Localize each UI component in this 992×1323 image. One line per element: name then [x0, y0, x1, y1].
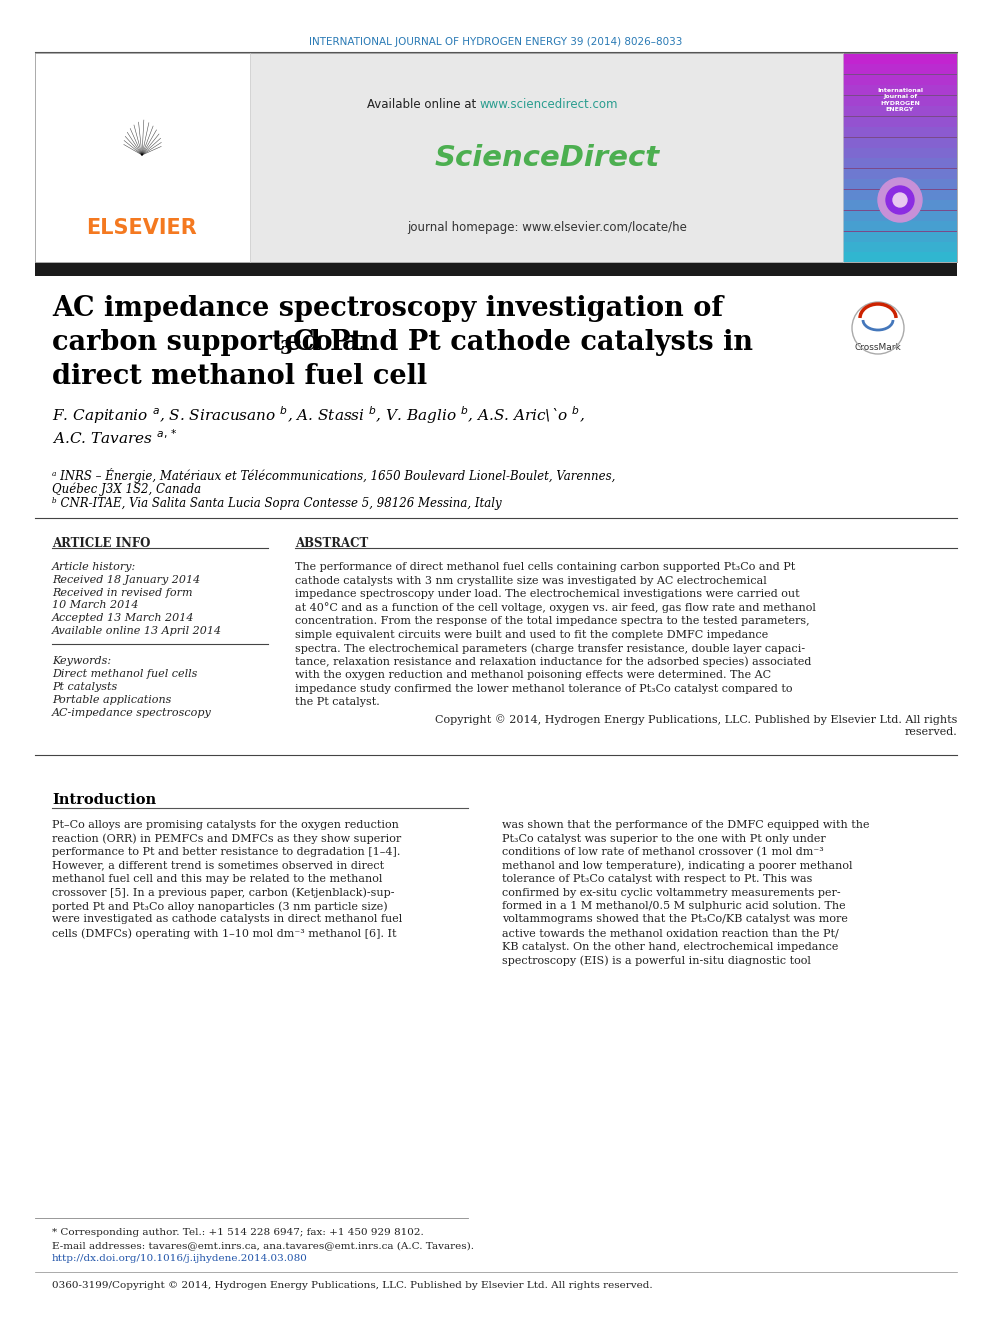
- Text: ELSEVIER: ELSEVIER: [86, 218, 197, 238]
- Text: confirmed by ex-situ cyclic voltammetry measurements per-: confirmed by ex-situ cyclic voltammetry …: [502, 888, 840, 897]
- Text: direct methanol fuel cell: direct methanol fuel cell: [52, 363, 428, 389]
- Text: Article history:: Article history:: [52, 562, 136, 572]
- Text: was shown that the performance of the DMFC equipped with the: was shown that the performance of the DM…: [502, 820, 870, 830]
- Text: cathode catalysts with 3 nm crystallite size was investigated by AC electrochemi: cathode catalysts with 3 nm crystallite …: [295, 576, 767, 586]
- Text: Co and Pt cathode catalysts in: Co and Pt cathode catalysts in: [293, 328, 753, 356]
- Bar: [843, 75, 957, 85]
- Text: cells (DMFCs) operating with 1–10 mol dm⁻³ methanol [6]. It: cells (DMFCs) operating with 1–10 mol dm…: [52, 927, 397, 938]
- Text: crossover [5]. In a previous paper, carbon (Ketjenblack)-sup-: crossover [5]. In a previous paper, carb…: [52, 888, 395, 898]
- Bar: [843, 200, 957, 210]
- Bar: [843, 251, 957, 262]
- Text: Available online 13 April 2014: Available online 13 April 2014: [52, 626, 222, 636]
- Text: ABSTRACT: ABSTRACT: [295, 537, 368, 550]
- Text: tance, relaxation resistance and relaxation inductance for the adsorbed species): tance, relaxation resistance and relaxat…: [295, 656, 811, 667]
- Text: impedance spectroscopy under load. The electrochemical investigations were carri: impedance spectroscopy under load. The e…: [295, 589, 800, 599]
- Bar: [843, 64, 957, 74]
- Text: Keywords:: Keywords:: [52, 656, 111, 665]
- Text: * Corresponding author. Tel.: +1 514 228 6947; fax: +1 450 929 8102.: * Corresponding author. Tel.: +1 514 228…: [52, 1228, 424, 1237]
- Text: Pt–Co alloys are promising catalysts for the oxygen reduction: Pt–Co alloys are promising catalysts for…: [52, 820, 399, 830]
- Text: Direct methanol fuel cells: Direct methanol fuel cells: [52, 669, 197, 679]
- Text: Québec J3X 1S2, Canada: Québec J3X 1S2, Canada: [52, 482, 201, 496]
- Text: KB catalyst. On the other hand, electrochemical impedance: KB catalyst. On the other hand, electroc…: [502, 942, 838, 951]
- Text: with the oxygen reduction and methanol poisoning effects were determined. The AC: with the oxygen reduction and methanol p…: [295, 669, 771, 680]
- Text: carbon supported Pt: carbon supported Pt: [52, 328, 363, 356]
- Bar: [843, 116, 957, 127]
- Bar: [843, 210, 957, 221]
- Bar: [35, 263, 957, 277]
- Text: spectroscopy (EIS) is a powerful in-situ diagnostic tool: spectroscopy (EIS) is a powerful in-situ…: [502, 955, 810, 966]
- Text: active towards the methanol oxidation reaction than the Pt/: active towards the methanol oxidation re…: [502, 927, 839, 938]
- Bar: [843, 169, 957, 179]
- Text: simple equivalent circuits were built and used to fit the complete DMFC impedanc: simple equivalent circuits were built an…: [295, 630, 768, 639]
- Text: methanol and low temperature), indicating a poorer methanol: methanol and low temperature), indicatin…: [502, 860, 852, 871]
- Text: AC impedance spectroscopy investigation of: AC impedance spectroscopy investigation …: [52, 295, 723, 321]
- Text: Pt₃Co catalyst was superior to the one with Pt only under: Pt₃Co catalyst was superior to the one w…: [502, 833, 825, 844]
- Text: F. Capitanio $^{a}$, S. Siracusano $^{b}$, A. Stassi $^{b}$, V. Baglio $^{b}$, A: F. Capitanio $^{a}$, S. Siracusano $^{b}…: [52, 404, 585, 426]
- Text: ARTICLE INFO: ARTICLE INFO: [52, 537, 151, 550]
- Text: performance to Pt and better resistance to degradation [1–4].: performance to Pt and better resistance …: [52, 847, 401, 857]
- Text: ᵃ INRS – Énergie, Matériaux et Télécommunications, 1650 Boulevard Lionel-Boulet,: ᵃ INRS – Énergie, Matériaux et Télécommu…: [52, 468, 615, 483]
- Text: Copyright © 2014, Hydrogen Energy Publications, LLC. Published by Elsevier Ltd. : Copyright © 2014, Hydrogen Energy Public…: [434, 714, 957, 725]
- Text: Accepted 13 March 2014: Accepted 13 March 2014: [52, 613, 194, 623]
- Bar: [843, 148, 957, 157]
- Text: 0360-3199/Copyright © 2014, Hydrogen Energy Publications, LLC. Published by Else: 0360-3199/Copyright © 2014, Hydrogen Ene…: [52, 1281, 653, 1290]
- Text: reserved.: reserved.: [905, 728, 957, 737]
- Bar: [843, 157, 957, 168]
- Text: ᵇ CNR-ITAE, Via Salita Santa Lucia Sopra Contesse 5, 98126 Messina, Italy: ᵇ CNR-ITAE, Via Salita Santa Lucia Sopra…: [52, 497, 502, 509]
- Text: Portable applications: Portable applications: [52, 695, 172, 705]
- Bar: [843, 232, 957, 242]
- Bar: [843, 85, 957, 95]
- Bar: [843, 138, 957, 148]
- Bar: [843, 106, 957, 116]
- Text: 3: 3: [280, 340, 293, 359]
- Text: Received 18 January 2014: Received 18 January 2014: [52, 576, 200, 585]
- Circle shape: [886, 187, 914, 214]
- Text: However, a different trend is sometimes observed in direct: However, a different trend is sometimes …: [52, 860, 384, 871]
- Bar: [843, 97, 957, 106]
- Text: ported Pt and Pt₃Co alloy nanoparticles (3 nm particle size): ported Pt and Pt₃Co alloy nanoparticles …: [52, 901, 388, 912]
- Text: http://dx.doi.org/10.1016/j.ijhydene.2014.03.080: http://dx.doi.org/10.1016/j.ijhydene.201…: [52, 1254, 308, 1263]
- Bar: [843, 221, 957, 232]
- Text: INTERNATIONAL JOURNAL OF HYDROGEN ENERGY 39 (2014) 8026–8033: INTERNATIONAL JOURNAL OF HYDROGEN ENERGY…: [310, 37, 682, 48]
- Bar: [843, 127, 957, 138]
- Bar: [843, 242, 957, 251]
- Bar: [843, 191, 957, 200]
- Text: formed in a 1 M methanol/0.5 M sulphuric acid solution. The: formed in a 1 M methanol/0.5 M sulphuric…: [502, 901, 845, 912]
- Text: were investigated as cathode catalysts in direct methanol fuel: were investigated as cathode catalysts i…: [52, 914, 402, 925]
- Text: Pt catalysts: Pt catalysts: [52, 681, 117, 692]
- Text: 10 March 2014: 10 March 2014: [52, 601, 139, 610]
- Bar: [843, 54, 957, 64]
- Text: tolerance of Pt₃Co catalyst with respect to Pt. This was: tolerance of Pt₃Co catalyst with respect…: [502, 875, 812, 884]
- Text: journal homepage: www.elsevier.com/locate/he: journal homepage: www.elsevier.com/locat…: [407, 221, 686, 234]
- Text: www.sciencedirect.com: www.sciencedirect.com: [480, 98, 618, 111]
- Bar: [35, 53, 957, 262]
- Text: voltammograms showed that the Pt₃Co/KB catalyst was more: voltammograms showed that the Pt₃Co/KB c…: [502, 914, 848, 925]
- Bar: [35, 53, 250, 262]
- Text: International
Journal of
HYDROGEN
ENERGY: International Journal of HYDROGEN ENERGY: [877, 89, 923, 112]
- Text: concentration. From the response of the total impedance spectra to the tested pa: concentration. From the response of the …: [295, 617, 809, 626]
- Bar: [843, 53, 957, 262]
- Circle shape: [893, 193, 907, 206]
- Text: at 40°C and as a function of the cell voltage, oxygen vs. air feed, gas flow rat: at 40°C and as a function of the cell vo…: [295, 602, 815, 614]
- Text: spectra. The electrochemical parameters (charge transfer resistance, double laye: spectra. The electrochemical parameters …: [295, 643, 806, 654]
- Text: the Pt catalyst.: the Pt catalyst.: [295, 697, 380, 706]
- Text: CrossMark: CrossMark: [855, 344, 902, 352]
- Text: A.C. Tavares $^{a,*}$: A.C. Tavares $^{a,*}$: [52, 429, 178, 447]
- Text: Available online at: Available online at: [367, 98, 480, 111]
- Circle shape: [878, 179, 922, 222]
- Text: Introduction: Introduction: [52, 792, 156, 807]
- Text: ScienceDirect: ScienceDirect: [434, 144, 660, 172]
- Text: E-mail addresses: tavares@emt.inrs.ca, ana.tavares@emt.inrs.ca (A.C. Tavares).: E-mail addresses: tavares@emt.inrs.ca, a…: [52, 1241, 474, 1250]
- Text: conditions of low rate of methanol crossover (1 mol dm⁻³: conditions of low rate of methanol cross…: [502, 847, 823, 857]
- Text: methanol fuel cell and this may be related to the methanol: methanol fuel cell and this may be relat…: [52, 875, 382, 884]
- Text: Received in revised form: Received in revised form: [52, 587, 192, 598]
- Text: impedance study confirmed the lower methanol tolerance of Pt₃Co catalyst compare: impedance study confirmed the lower meth…: [295, 684, 793, 693]
- Text: The performance of direct methanol fuel cells containing carbon supported Pt₃Co : The performance of direct methanol fuel …: [295, 562, 796, 572]
- Text: reaction (ORR) in PEMFCs and DMFCs as they show superior: reaction (ORR) in PEMFCs and DMFCs as th…: [52, 833, 401, 844]
- Bar: [843, 179, 957, 189]
- Text: AC-impedance spectroscopy: AC-impedance spectroscopy: [52, 708, 211, 718]
